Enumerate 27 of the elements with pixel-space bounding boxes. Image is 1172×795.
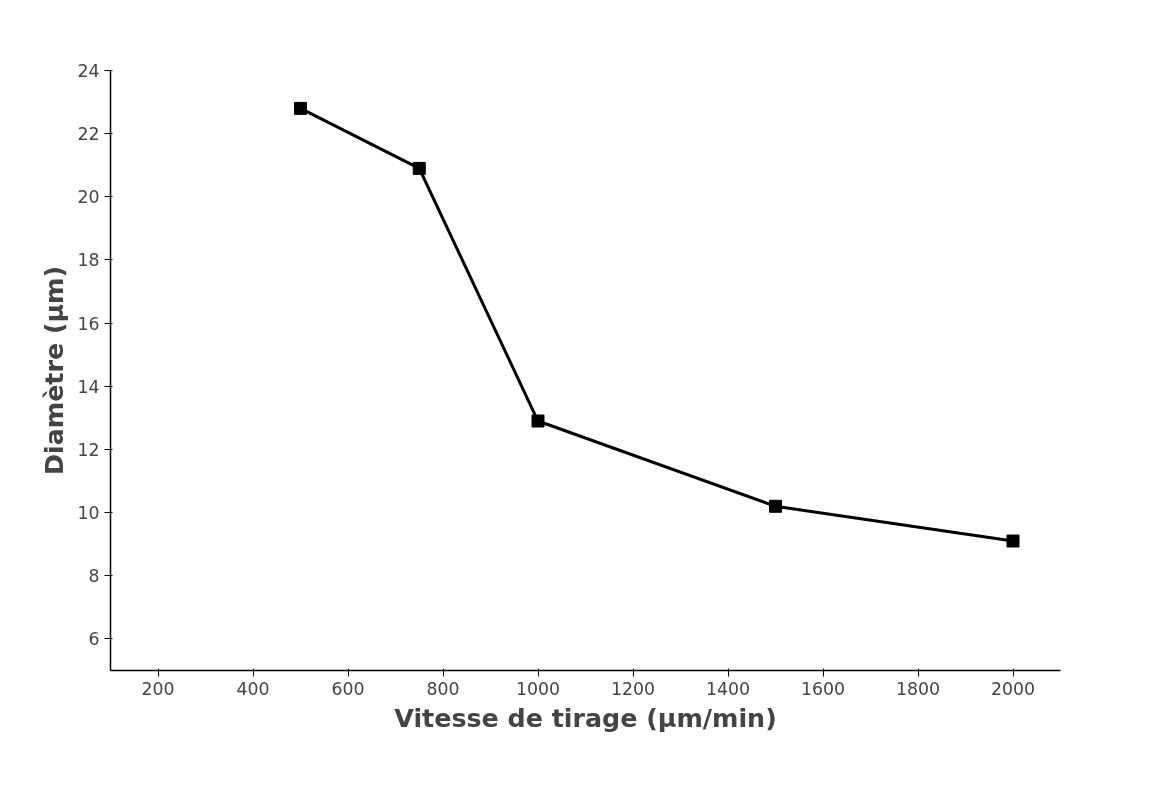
y-tick-label: 14 [77, 376, 100, 397]
y-tick-label: 8 [88, 566, 100, 587]
y-tick-label: 18 [77, 250, 100, 271]
x-tick-label: 1000 [515, 678, 561, 699]
x-tick-label: 1800 [895, 678, 941, 699]
point [294, 101, 307, 115]
point [769, 499, 782, 513]
y-axis-title: Diamètre (µm) [39, 265, 70, 476]
y-tick-label: 22 [77, 124, 100, 145]
x-tick-label: 1200 [610, 678, 656, 699]
x-tick-label: 2000 [990, 678, 1036, 699]
x-tick-label: 400 [236, 678, 270, 699]
point [412, 161, 426, 175]
y-tick-label: 6 [88, 629, 100, 650]
x-tick-label: 1400 [705, 678, 751, 699]
y-tick-label: 10 [77, 503, 100, 524]
x-tick-label: 1600 [800, 678, 846, 699]
point [1006, 534, 1020, 548]
y-tick-label: 20 [77, 187, 100, 208]
x-tick-label: 800 [426, 678, 460, 699]
y-tick-label: 16 [77, 313, 100, 334]
point [531, 414, 545, 428]
x-tick-label: 600 [331, 678, 365, 699]
y-tick-label: 24 [77, 61, 100, 81]
x-tick-label: 200 [141, 678, 175, 699]
y-tick-label: 12 [77, 439, 100, 460]
x-axis-title: Vitesse de tirage (µm/min) [394, 702, 777, 733]
